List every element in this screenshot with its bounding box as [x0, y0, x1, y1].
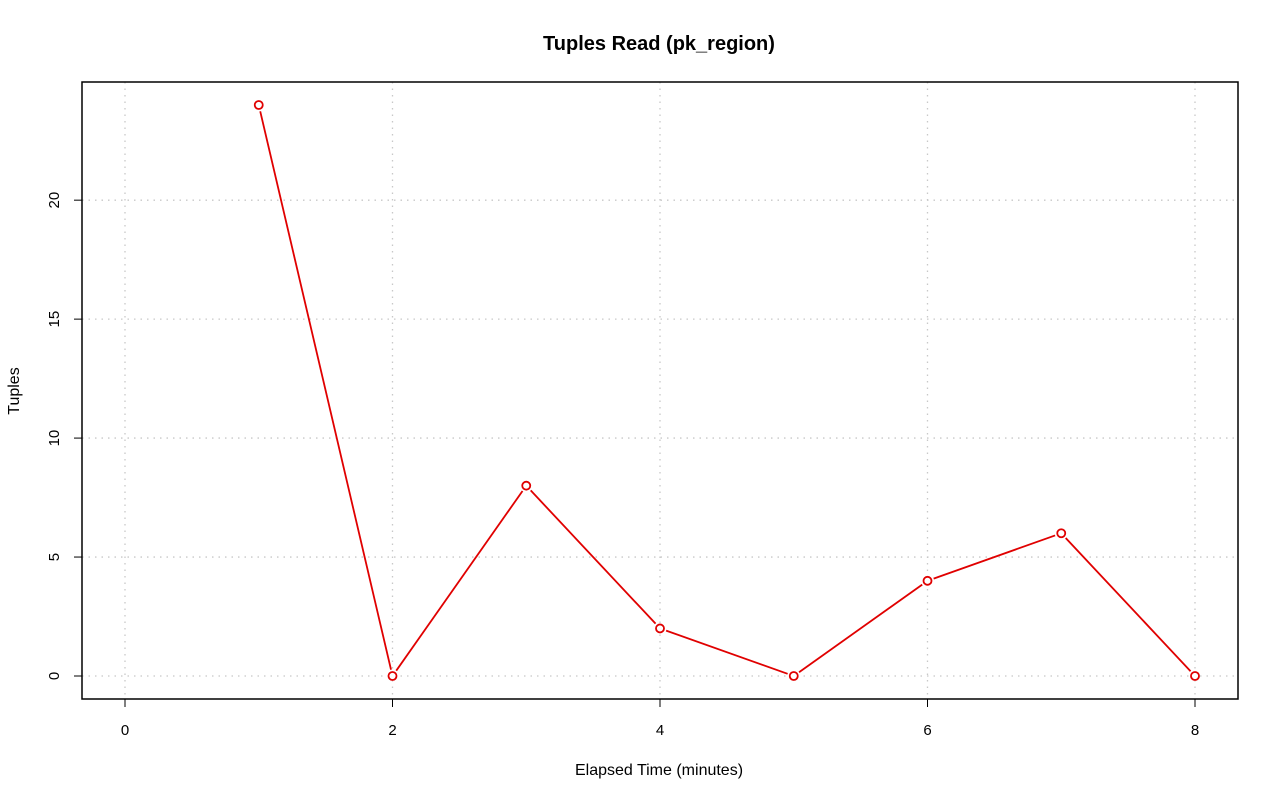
data-point	[788, 671, 799, 681]
y-axis-label: Tuples	[6, 367, 23, 414]
x-tick-label: 8	[1191, 722, 1199, 739]
chart-title: Tuples Read (pk_region)	[543, 33, 775, 55]
y-tick-label: 5	[46, 553, 63, 561]
data-point	[922, 575, 933, 586]
data-point	[1056, 528, 1067, 539]
data-point	[1190, 671, 1200, 681]
x-tick-label: 0	[121, 722, 129, 739]
plot-area-frame	[81, 81, 1239, 700]
y-tick-label: 10	[46, 430, 63, 447]
series-line-segment	[395, 490, 524, 672]
y-tick-label: 0	[46, 672, 63, 680]
x-tick-label: 6	[923, 722, 931, 739]
x-tick-label: 4	[656, 722, 664, 739]
series-line-segment	[665, 629, 788, 675]
series-line-segment	[933, 534, 1056, 580]
y-tick-label: 20	[46, 192, 63, 209]
grid-lines	[82, 82, 1238, 699]
y-tick-label: 15	[46, 311, 63, 328]
x-tick-label: 2	[388, 722, 396, 739]
x-axis-label: Elapsed Time (minutes)	[575, 762, 743, 779]
series-line-segment	[798, 583, 923, 673]
data-point	[387, 671, 398, 681]
data-series	[253, 100, 1200, 681]
data-point	[521, 480, 532, 491]
data-point	[655, 623, 665, 634]
axis-ticks: 0 2 4 6 8 0 5 10 15 20	[46, 192, 1199, 739]
data-point	[253, 100, 264, 110]
series-line-segment	[1065, 537, 1192, 672]
series-line-segment	[259, 111, 392, 670]
series-line-segment	[530, 489, 657, 625]
